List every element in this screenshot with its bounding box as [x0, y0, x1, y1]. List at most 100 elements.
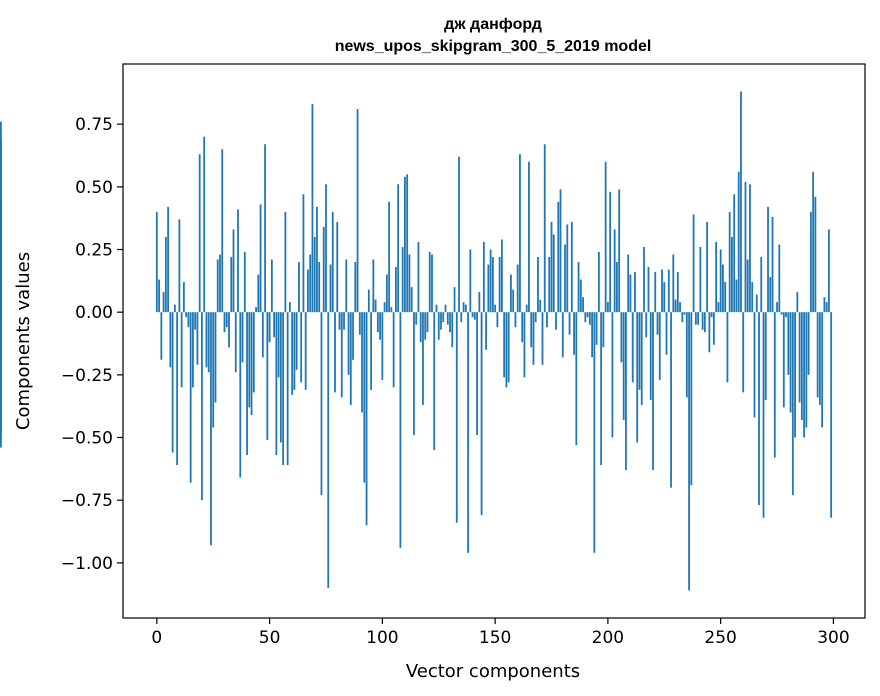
bar: [778, 244, 781, 313]
x-axis: 0 50 100 150 200 250 300: [151, 618, 850, 648]
x-tick-label: 300: [817, 628, 849, 648]
bar: [724, 282, 727, 313]
bar: [532, 312, 535, 365]
bar: [212, 312, 215, 428]
bar: [785, 312, 787, 318]
bar: [347, 312, 350, 375]
bar: [327, 312, 330, 588]
y-tick-label: −0.25: [61, 366, 113, 386]
bar: [534, 312, 537, 323]
bar: [428, 252, 431, 313]
bar: [703, 312, 706, 333]
bar: [300, 312, 303, 383]
bar: [192, 312, 194, 388]
y-tick-label: 0.25: [75, 241, 113, 261]
bar: [742, 312, 745, 393]
bar: [773, 312, 776, 458]
bar: [291, 312, 294, 395]
bar: [561, 312, 564, 358]
bar: [809, 211, 812, 313]
bar: [392, 312, 395, 388]
bar: [167, 206, 169, 313]
bar: [478, 292, 481, 313]
bar: [579, 279, 582, 313]
bar: [649, 312, 652, 400]
bar: [381, 312, 384, 380]
bar: [821, 312, 824, 428]
bar: [487, 264, 490, 313]
bar: [769, 277, 772, 313]
bar: [476, 312, 478, 435]
y-tick-label: −1.00: [61, 554, 113, 574]
bar: [480, 312, 483, 516]
bar: [744, 181, 747, 313]
bar: [426, 312, 429, 333]
bar: [507, 312, 510, 383]
bar: [288, 302, 291, 313]
bar: [514, 312, 517, 328]
bar: [210, 312, 212, 546]
bar: [500, 239, 503, 313]
bar: [422, 312, 424, 405]
bar: [419, 312, 422, 343]
bar: [541, 312, 544, 365]
bar: [816, 312, 819, 398]
bar: [424, 312, 427, 340]
bar: [464, 304, 467, 313]
bar: [758, 312, 760, 506]
bar: [329, 264, 332, 313]
bar: [462, 302, 465, 313]
bar: [805, 312, 808, 428]
x-tick-label: 150: [479, 628, 511, 648]
bar: [270, 259, 273, 313]
bar: [818, 312, 821, 405]
bar: [814, 196, 817, 313]
bar: [577, 262, 580, 313]
bar: [354, 262, 357, 313]
bar: [485, 312, 487, 350]
bar: [828, 229, 830, 313]
bar: [239, 312, 242, 478]
bar: [823, 297, 826, 313]
bar: [588, 312, 591, 325]
bar: [674, 299, 677, 313]
bar: [692, 214, 695, 313]
bar: [431, 254, 433, 313]
bar: [331, 211, 334, 313]
bar: [737, 171, 740, 313]
bar: [255, 307, 257, 313]
bar: [358, 312, 361, 335]
bar: [812, 171, 815, 313]
bar: [374, 299, 377, 313]
bar: [449, 312, 451, 333]
bar: [221, 149, 224, 313]
bar: [667, 269, 670, 313]
bar: [794, 312, 796, 438]
bar: [604, 161, 607, 313]
bar: [313, 236, 316, 313]
bar: [652, 312, 654, 471]
bar: [537, 257, 539, 313]
bar: [413, 312, 415, 435]
x-tick-label: 200: [592, 628, 624, 648]
y-axis: 0.75 0.50 0.25 0.00 −0.25 −0.50 −0.75 −1.00: [61, 115, 123, 574]
bar: [399, 312, 402, 548]
bar: [277, 312, 280, 378]
bar: [825, 302, 828, 313]
bar: [697, 312, 699, 325]
bar: [746, 259, 749, 313]
bar: [0, 224, 2, 313]
bar: [293, 312, 296, 390]
bar: [672, 254, 675, 313]
bar: [282, 312, 285, 466]
bar: [510, 274, 512, 313]
bar: [780, 312, 783, 315]
bar: [791, 312, 794, 496]
y-tick-label: −0.75: [61, 491, 113, 511]
bars: [0, 91, 833, 591]
bar: [503, 312, 506, 378]
bar: [390, 307, 393, 313]
bar: [363, 312, 366, 483]
bar: [376, 312, 379, 333]
bar: [334, 312, 336, 393]
